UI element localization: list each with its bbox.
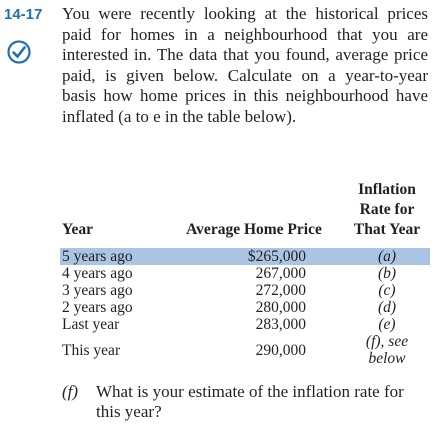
table-row: Last year 283,000 (e) — [60, 316, 430, 333]
table-row: 3 years ago 272,000 (c) — [60, 282, 430, 299]
table-row: 5 years ago $265,000 (a) — [60, 248, 430, 265]
problem-text: You were recently looking at the histori… — [62, 4, 428, 126]
table-cell: (f), see below — [365, 333, 409, 367]
table-row: 2 years ago 280,000 (d) — [60, 299, 430, 316]
table-cell: (b) — [377, 265, 397, 282]
problem-number: 14-17 — [4, 6, 43, 23]
price-table: Year Average Home Price Inflation Rate f… — [60, 180, 430, 367]
table-cell: 272,000 — [255, 282, 306, 299]
table-cell: Last year — [62, 316, 120, 333]
table-cell: 5 years ago — [60, 248, 164, 265]
table-cell: This year — [62, 341, 121, 359]
table-cell: 290,000 — [255, 341, 306, 359]
part-text: What is your estimate of the inflation r… — [96, 382, 404, 421]
table-cell: 2 years ago — [62, 299, 133, 316]
header: Year — [62, 221, 93, 238]
table-row: 4 years ago 267,000 (b) — [60, 265, 430, 282]
check-icon — [7, 40, 31, 64]
table-cell: 283,000 — [255, 316, 306, 333]
table-cell: 280,000 — [255, 299, 306, 316]
table-cell: 3 years ago — [62, 282, 133, 299]
header-row: Year Average Home Price Inflation Rate f… — [60, 180, 430, 248]
table-row: This year 290,000 (f), see below — [60, 333, 430, 367]
table-cell: (c) — [378, 282, 396, 299]
part-label: (f) — [62, 382, 79, 401]
table-cell: (d) — [377, 299, 397, 316]
table-cell: 267,000 — [255, 265, 306, 282]
table-cell: (a) — [344, 248, 430, 265]
table-body: 5 years ago $265,000 (a) 4 years ago 267,000… — [60, 248, 430, 367]
part-f: (f) What is your estimate of the inflati… — [62, 382, 422, 422]
table-cell: (e) — [378, 316, 396, 333]
header: Inflation Rate for That Year — [353, 181, 421, 238]
header: Average Home Price — [186, 221, 322, 238]
table-cell: $265,000 — [164, 248, 344, 265]
table-cell: 4 years ago — [62, 265, 133, 282]
